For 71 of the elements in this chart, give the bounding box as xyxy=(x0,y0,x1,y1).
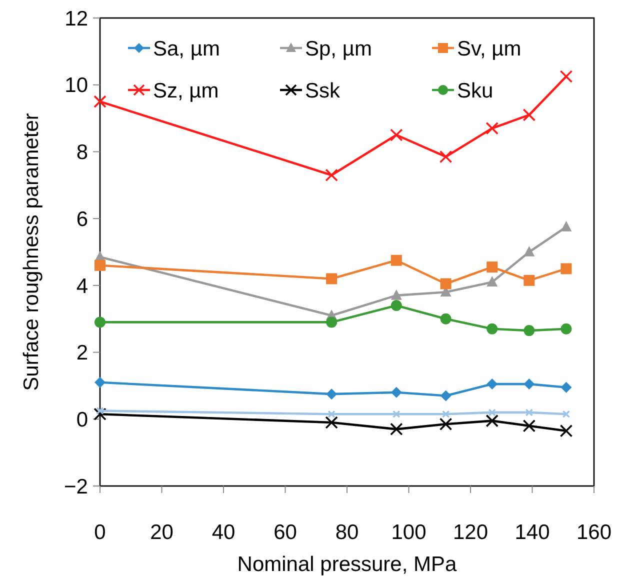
x-tick-label: 140 xyxy=(514,521,550,544)
point xyxy=(560,424,573,438)
point xyxy=(94,316,106,328)
x-tick-label: 160 xyxy=(576,521,612,544)
legend-label: Sp, µm xyxy=(305,37,372,60)
point xyxy=(440,313,452,324)
y-tick-label: 12 xyxy=(64,7,88,30)
x-tick-label: 120 xyxy=(452,521,488,544)
point xyxy=(390,128,403,142)
point xyxy=(325,168,338,182)
point xyxy=(488,408,496,416)
point xyxy=(525,408,534,416)
x-tick-label: 40 xyxy=(212,521,236,544)
y-tick-label: −2 xyxy=(64,475,88,498)
point xyxy=(439,418,452,431)
legend-label: Sa, µm xyxy=(153,37,220,60)
point xyxy=(440,278,452,290)
point xyxy=(486,262,498,273)
point xyxy=(94,260,106,271)
point xyxy=(560,220,572,232)
point xyxy=(486,378,498,390)
point xyxy=(326,316,338,328)
point xyxy=(524,325,535,336)
point xyxy=(94,376,106,388)
legend-label: Sku xyxy=(457,79,494,102)
point xyxy=(560,70,573,83)
point xyxy=(328,410,336,418)
legend-label: Sz, µm xyxy=(153,79,219,102)
point xyxy=(326,388,338,400)
x-tick-label: 100 xyxy=(391,521,426,544)
point xyxy=(94,95,106,108)
y-tick-label: 6 xyxy=(76,208,88,231)
y-tick-label: 2 xyxy=(76,342,88,365)
point xyxy=(442,410,450,418)
x-tick-label: 20 xyxy=(150,521,174,544)
y-axis-title: Surface roughness parameter xyxy=(20,113,43,391)
point xyxy=(390,422,403,436)
point xyxy=(439,150,452,164)
point xyxy=(440,390,452,402)
y-tick-label: 10 xyxy=(64,74,88,98)
point xyxy=(94,408,106,421)
y-tick-label: 0 xyxy=(76,408,88,432)
point xyxy=(486,323,498,334)
point xyxy=(390,289,402,300)
point xyxy=(560,323,572,334)
x-axis-title: Nominal pressure, MPa xyxy=(237,553,458,576)
point xyxy=(325,416,338,429)
y-tick-label: 4 xyxy=(76,274,88,298)
point xyxy=(390,386,402,398)
point xyxy=(326,273,338,284)
point xyxy=(486,414,499,428)
point xyxy=(392,410,400,418)
point xyxy=(486,122,499,135)
point xyxy=(524,246,535,256)
y-tick-label: 8 xyxy=(76,141,88,164)
point xyxy=(486,276,498,286)
x-tick-label: 60 xyxy=(274,521,297,544)
point xyxy=(562,410,570,418)
point xyxy=(560,382,572,393)
point xyxy=(522,108,536,122)
point xyxy=(96,406,104,415)
point xyxy=(524,378,535,390)
x-tick-label: 80 xyxy=(335,521,359,544)
point xyxy=(560,263,572,274)
point xyxy=(522,419,536,432)
x-tick-label: 0 xyxy=(94,521,106,544)
legend-label: Ssk xyxy=(305,79,341,102)
point xyxy=(390,254,402,266)
point xyxy=(390,300,402,311)
point xyxy=(524,274,535,286)
legend-label: Sv, µm xyxy=(457,37,522,60)
